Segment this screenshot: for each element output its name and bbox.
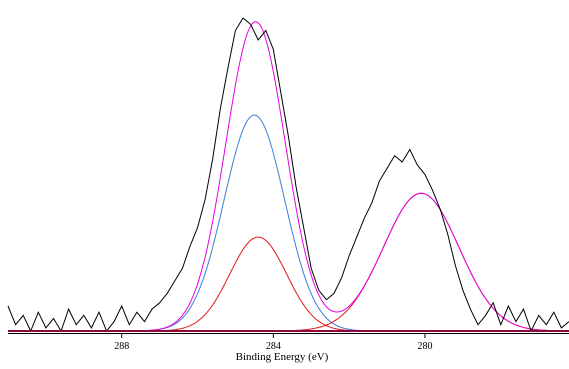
spectrum-curves [7,17,569,333]
component_3-curve [8,192,569,332]
x-axis-title: Binding Energy (eV) [236,351,329,363]
x-tick-label: 288 [114,341,129,352]
x-tick-label: 280 [417,341,432,352]
x-axis-ticks: 288 284 280 [114,333,432,352]
component_1-curve [8,114,569,332]
envelope-curve [8,21,569,332]
raw-data-line [7,17,569,333]
x-tick-label: 284 [266,341,281,352]
